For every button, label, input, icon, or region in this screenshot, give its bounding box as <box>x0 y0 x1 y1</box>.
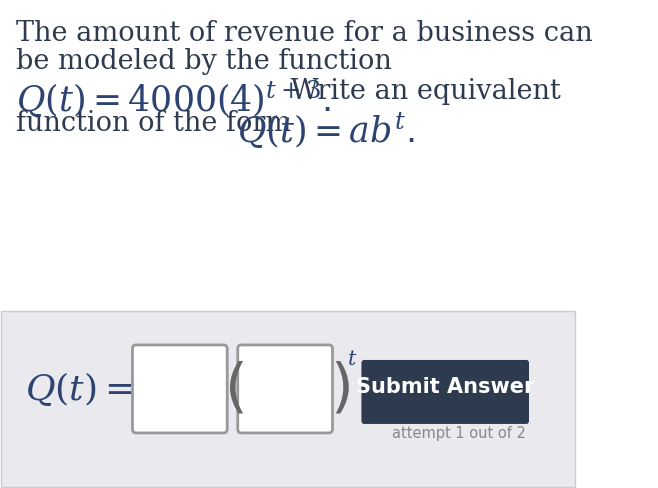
Text: $t$: $t$ <box>347 349 358 369</box>
Text: be modeled by the function: be modeled by the function <box>16 48 392 75</box>
Text: function of the form: function of the form <box>16 110 299 137</box>
Text: ): ) <box>331 361 353 417</box>
Text: attempt 1 out of 2: attempt 1 out of 2 <box>392 426 526 441</box>
FancyBboxPatch shape <box>238 345 332 433</box>
FancyBboxPatch shape <box>132 345 227 433</box>
Text: (: ( <box>226 361 248 417</box>
Text: $Q(t) = ab^{t}$.: $Q(t) = ab^{t}$. <box>237 110 415 151</box>
Text: The amount of revenue for a business can: The amount of revenue for a business can <box>16 20 593 47</box>
Text: $Q(t) = 4000(4)^{t+3}$.: $Q(t) = 4000(4)^{t+3}$. <box>16 78 331 120</box>
Text: $Q(t) =$: $Q(t) =$ <box>24 370 132 408</box>
FancyBboxPatch shape <box>361 360 529 424</box>
FancyBboxPatch shape <box>1 311 576 487</box>
Text: Submit Answer: Submit Answer <box>356 377 534 397</box>
Text: Write an equivalent: Write an equivalent <box>282 78 561 105</box>
